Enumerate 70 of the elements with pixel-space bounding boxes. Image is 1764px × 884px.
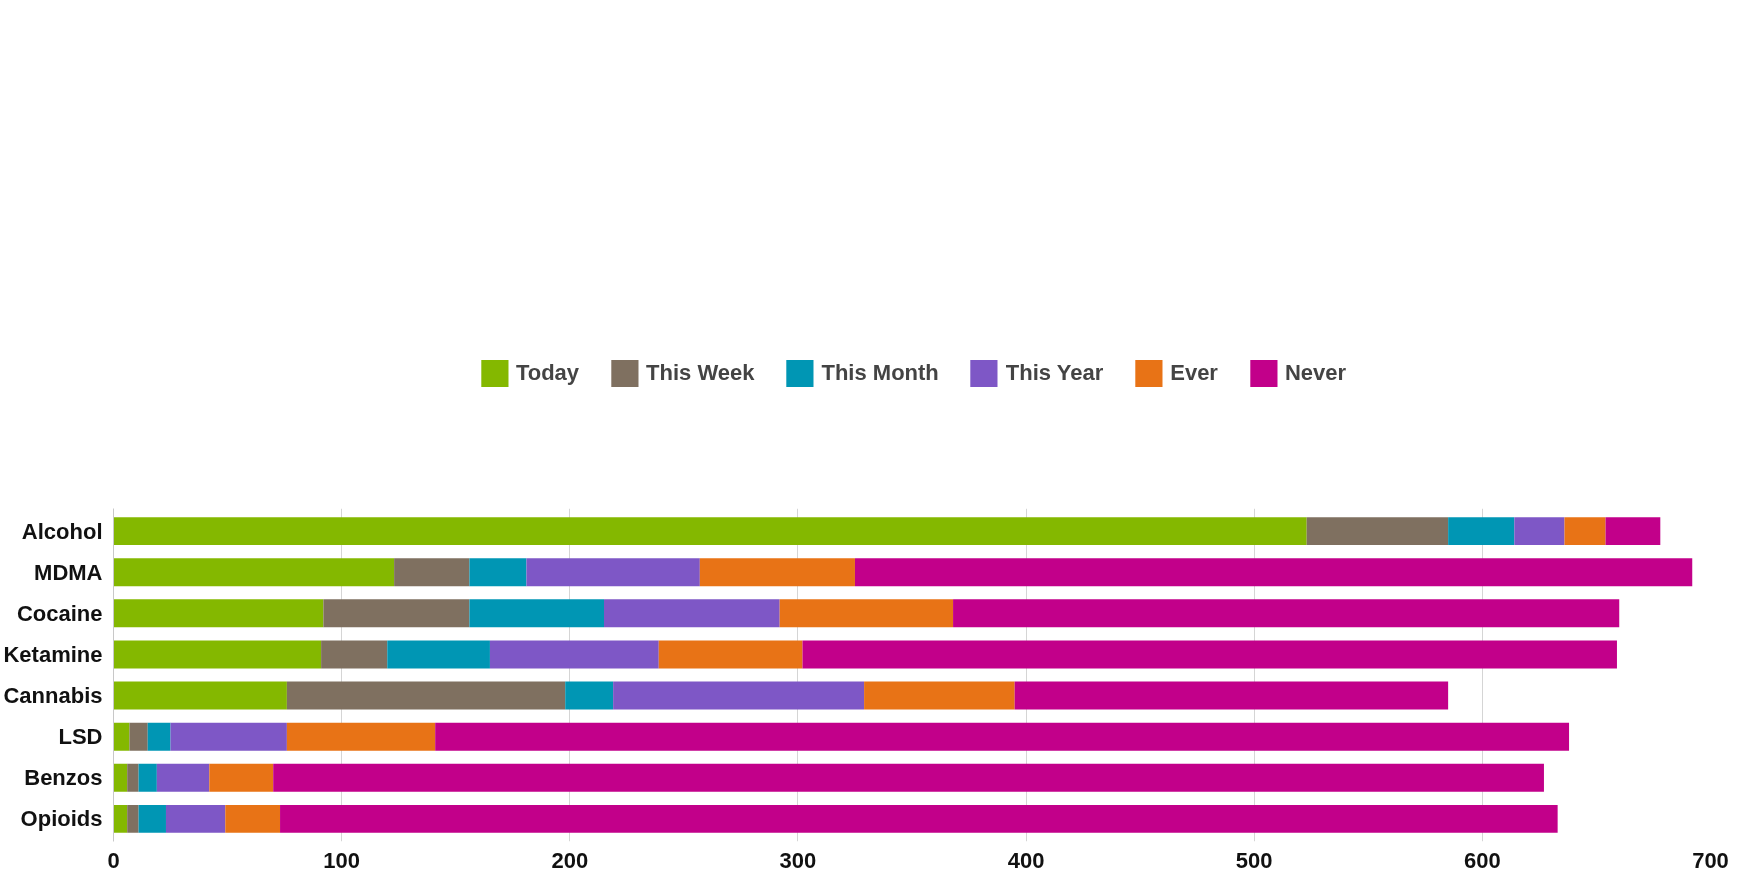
bar [165,804,226,833]
bar [802,640,1617,669]
bar [113,640,322,669]
bar [699,558,855,587]
bar [286,722,436,751]
bar [469,558,527,587]
bar [469,599,605,628]
bar [489,640,659,669]
bar [323,599,470,628]
bar [225,804,281,833]
bar [127,804,139,833]
bar [526,558,700,587]
x-tick-label: 700 [1692,847,1729,873]
bar [1306,517,1449,546]
bar [113,517,1307,546]
bar [565,681,614,710]
bar [387,640,490,669]
y-tick-label: MDMA [34,559,103,585]
bar [1448,517,1515,546]
x-tick-label: 300 [779,847,817,873]
bar [138,804,166,833]
bar [1514,517,1565,546]
bar [129,722,148,751]
bar [113,804,128,833]
y-tick-label: Alcohol [21,518,103,544]
bar [604,599,780,628]
bar [1564,517,1606,546]
y-tick-label: Cocaine [16,600,103,626]
bar [779,599,954,628]
bar [658,640,803,669]
bar [953,599,1620,628]
bar [113,599,324,628]
x-tick-label: 200 [551,847,589,873]
bar [280,804,1558,833]
bar [113,681,287,710]
bar [273,763,1544,792]
bar [394,558,470,587]
legend-label: This Month [821,359,939,386]
y-tick-label: Benzos [24,765,103,791]
bar [435,722,1570,751]
x-tick-label: 500 [1235,847,1273,873]
bar [113,722,130,751]
y-tick-label: LSD [58,724,103,750]
x-tick-label: 100 [323,847,361,873]
x-tick-label: 600 [1464,847,1501,873]
bar [170,722,287,751]
y-tick-label: Opioids [20,806,103,832]
legend-label: Ever [1170,359,1218,386]
bar [613,681,865,710]
x-tick-label: 0 [107,847,120,873]
bar [1605,517,1661,546]
legend-label: Never [1284,359,1347,386]
bar [864,681,1015,710]
legend-label: This Year [1005,359,1104,386]
legend-label: This Week [646,359,755,386]
bar [156,763,210,792]
y-tick-label: Ketamine [3,641,103,667]
bar [147,722,171,751]
bar [113,763,128,792]
bar [286,681,566,710]
bar [138,763,157,792]
bar [127,763,139,792]
y-tick-label: Cannabis [3,683,103,709]
bar [1014,681,1449,710]
legend-label: Today [515,359,580,386]
bar [321,640,388,669]
bar [209,763,274,792]
bar [854,558,1693,587]
x-tick-label: 400 [1007,847,1045,873]
bar [113,558,395,587]
